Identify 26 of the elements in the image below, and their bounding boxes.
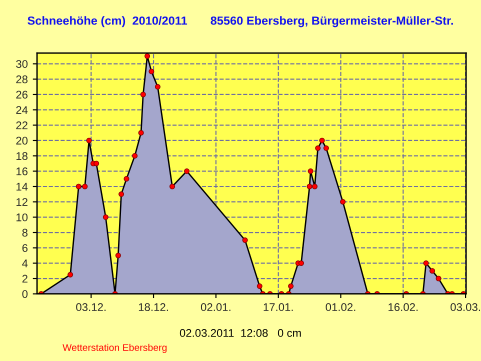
x-tick-label: 17.01.: [264, 303, 293, 312]
x-tick-label: 01.02.: [326, 303, 356, 312]
y-tick-label: 28: [16, 75, 28, 84]
x-tick-label: 16.02.: [388, 303, 418, 312]
y-tick-label: 4: [22, 260, 28, 268]
y-tick-label: 12: [16, 198, 28, 206]
x-tick-label: 03.12.: [76, 303, 106, 312]
y-tick-label: 10: [16, 213, 28, 222]
y-tick-label: 20: [16, 136, 28, 145]
x-tick-label: 18.12.: [138, 303, 168, 312]
y-tick-label: 30: [16, 60, 28, 68]
x-tick-label: 03.03.: [450, 303, 480, 312]
y-tick-label: 18: [16, 152, 28, 160]
text: Wetterstation Ebersberg: [62, 344, 167, 353]
chart-title: Schneehöhe (cm) 2010/2011 85560 Ebersberg, Bürgermeister-Müller-Str.: [28, 16, 453, 28]
y-tick-label: 24: [16, 106, 28, 114]
y-tick-label: 0: [22, 290, 28, 298]
y-tick-label: 8: [22, 228, 28, 237]
y-tick-label: 16: [16, 167, 28, 176]
y-tick-label: 26: [16, 90, 28, 99]
x-tick-label: 02.01.: [200, 303, 230, 312]
y-tick-label: 14: [16, 182, 28, 191]
y-tick-label: 22: [16, 121, 28, 130]
y-tick-label: 2: [22, 274, 28, 283]
text: 02.03.2011 12:08 0 cm: [180, 329, 301, 337]
y-tick-label: 6: [22, 244, 28, 252]
